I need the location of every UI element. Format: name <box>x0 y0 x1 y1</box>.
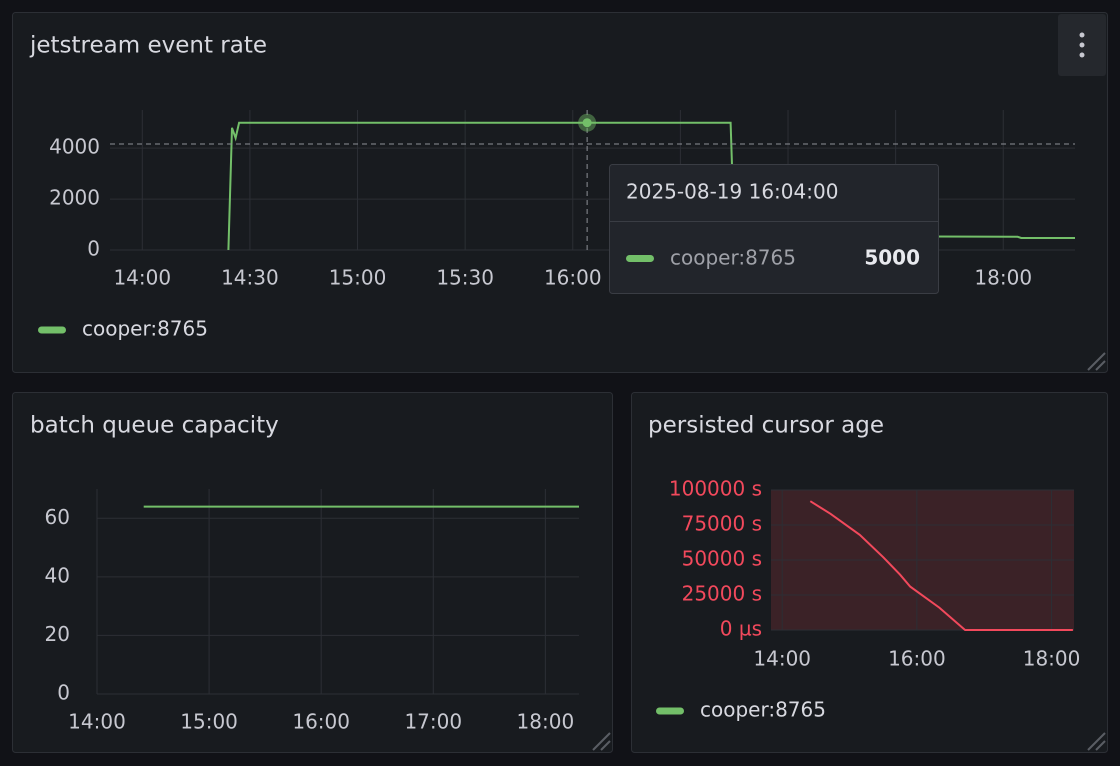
y-tick-label: 50000 s <box>682 547 762 571</box>
y-tick-label: 25000 s <box>682 582 762 606</box>
x-tick-label: 18:00 <box>974 266 1032 290</box>
y-tick-label: 0 µs <box>720 617 762 641</box>
y-tick-label: 100000 s <box>669 477 762 501</box>
y-tick-label: 60 <box>45 505 70 529</box>
legend-swatch <box>656 707 684 715</box>
x-tick-label: 16:00 <box>292 710 350 734</box>
chart: 0 20 40 60 14:00 15:00 16:00 17:00 18:00 <box>45 489 579 734</box>
x-tick-label: 14:00 <box>68 710 126 734</box>
tooltip-series: cooper:8765 <box>670 246 796 270</box>
y-tick-label: 4000 <box>49 135 100 159</box>
x-tick-label: 16:00 <box>544 266 602 290</box>
x-tick-label: 18:00 <box>1023 647 1081 671</box>
panel-title: batch queue capacity <box>30 413 279 439</box>
x-tick-label: 18:00 <box>517 710 575 734</box>
hover-point <box>582 118 592 128</box>
x-tick-label: 15:00 <box>329 266 387 290</box>
x-tick-label: 14:00 <box>753 647 811 671</box>
y-tick-label: 40 <box>45 563 70 587</box>
legend-swatch <box>38 326 66 334</box>
y-tick-label: 2000 <box>49 186 100 210</box>
tooltip: 2025-08-19 16:04:00 cooper:8765 5000 <box>609 164 939 294</box>
tooltip-time: 2025-08-19 16:04:00 <box>626 180 838 204</box>
y-tick-label: 0 <box>87 237 100 261</box>
x-tick-label: 14:00 <box>113 266 171 290</box>
panel-menu[interactable] <box>1058 14 1106 76</box>
x-tick-label: 15:00 <box>180 710 238 734</box>
panel-title: jetstream event rate <box>29 33 267 59</box>
y-tick-label: 75000 s <box>682 512 762 536</box>
legend-label: cooper:8765 <box>82 317 208 341</box>
chart: 0 µs 25000 s 50000 s 75000 s 100000 s 14:00 16… <box>656 477 1080 722</box>
resize-handle[interactable] <box>592 352 1106 751</box>
x-tick-label: 16:00 <box>888 647 946 671</box>
y-tick-label: 20 <box>45 622 70 646</box>
x-tick-label: 17:00 <box>404 710 462 734</box>
x-tick-label: 15:30 <box>436 266 494 290</box>
series-line <box>809 500 1073 631</box>
legend-label: cooper:8765 <box>700 698 826 722</box>
y-tick-label: 0 <box>57 681 70 705</box>
x-tick-label: 14:30 <box>221 266 279 290</box>
panel-title: persisted cursor age <box>648 413 884 439</box>
panel <box>12 392 613 753</box>
tooltip-value: 5000 <box>864 246 920 270</box>
